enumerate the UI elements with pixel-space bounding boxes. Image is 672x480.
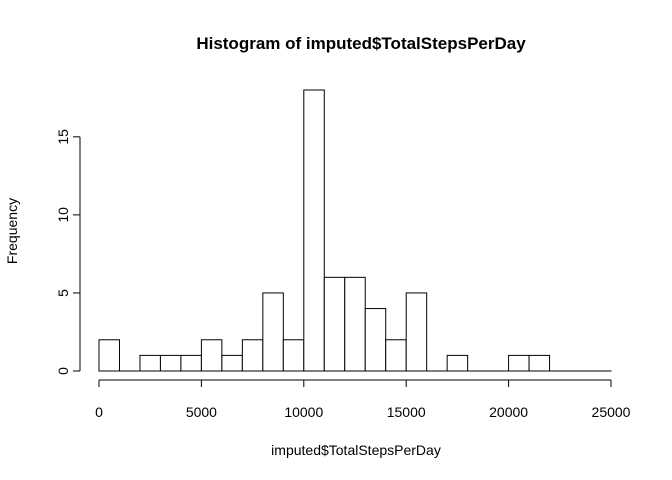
y-axis: 0 5 10 15 — [55, 129, 81, 375]
x-tick-label: 25000 — [592, 404, 631, 420]
y-tick-label: 5 — [55, 289, 71, 297]
histogram-bar — [508, 354, 530, 372]
histogram-bar — [262, 292, 284, 372]
histogram-bar — [405, 292, 428, 372]
histogram-bar — [446, 354, 469, 372]
histogram-bar — [200, 339, 223, 372]
chart-title: Histogram of imputed$TotalStepsPerDay — [196, 34, 526, 53]
histogram-bar — [323, 276, 346, 372]
histogram-bar — [282, 339, 305, 372]
histogram-bar — [98, 339, 120, 372]
histogram-bar — [180, 354, 202, 372]
x-tick-label: 20000 — [489, 404, 528, 420]
x-tick-label: 10000 — [284, 404, 323, 420]
y-tick-label: 15 — [55, 129, 71, 145]
histogram-bar — [303, 89, 325, 372]
y-tick-label: 10 — [55, 207, 71, 223]
histogram-bar — [221, 354, 243, 372]
x-tick-label: 0 — [95, 404, 103, 420]
histogram-bar — [385, 339, 407, 372]
bars-group — [98, 89, 612, 372]
histogram-bar — [528, 354, 551, 372]
y-tick-label: 0 — [55, 367, 71, 375]
histogram-bar — [139, 354, 161, 372]
histogram-bar — [344, 276, 366, 372]
x-tick-label: 15000 — [387, 404, 426, 420]
histogram-bar — [159, 354, 182, 372]
histogram-bar — [241, 339, 264, 372]
y-axis-label: Frequency — [4, 198, 20, 264]
histogram-bar — [364, 308, 387, 372]
x-axis: 0 5000 10000 15000 20000 25000 — [95, 379, 631, 420]
x-tick-label: 5000 — [186, 404, 217, 420]
x-axis-label: imputed$TotalStepsPerDay — [271, 442, 441, 458]
